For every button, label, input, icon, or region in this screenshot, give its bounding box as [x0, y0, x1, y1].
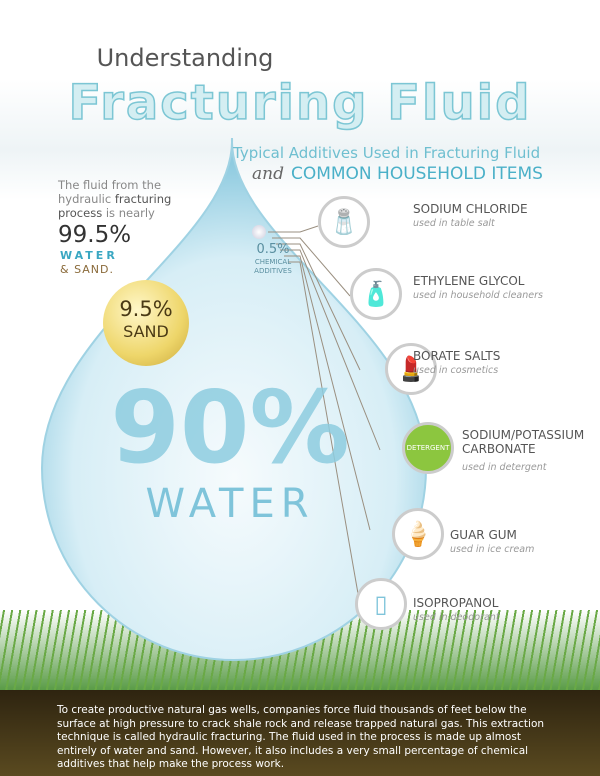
additive-item: 💄 BORATE SALTS used in cosmetics [385, 343, 600, 399]
lipstick-icon: 💄 [385, 343, 437, 395]
additive-name: ETHYLENE GLYCOL [413, 274, 525, 288]
additive-name: SODIUM CHLORIDE [413, 202, 528, 216]
sand-ball-label: SAND [123, 322, 169, 341]
additive-use: used in table salt [413, 218, 495, 229]
additive-item: ▯ ISOPROPANOL used in deodorant [355, 578, 600, 634]
chemical-label: CHEMICAL ADDITIVES [254, 258, 292, 275]
salt-shaker-icon: 🧂 [318, 196, 370, 248]
title-line2: Fracturing Fluid [68, 75, 532, 131]
subtitle-and: and [252, 164, 284, 184]
additive-item: 🧂 SODIUM CHLORIDE used in table salt [318, 196, 598, 252]
additive-item: DETERGENT SODIUM/POTASSIUM CARBONATE use… [402, 422, 600, 478]
water-sand-percent: 99.5% [58, 222, 132, 248]
sand-ball: 9.5% SAND [103, 280, 189, 366]
sky-background [0, 0, 600, 200]
subtitle-line1: Typical Additives Used in Fracturing Flu… [233, 144, 541, 162]
additive-use: used in deodorant [413, 612, 500, 623]
soil-footer [0, 690, 600, 776]
additive-use: used in detergent [462, 462, 547, 473]
intro-b: fracturing process [58, 192, 172, 220]
subtitle-line2: COMMON HOUSEHOLD ITEMS [290, 164, 543, 184]
intro-c: is nearly [102, 206, 155, 220]
chemical-percent: 0.5% [256, 242, 290, 257]
additive-item: 🍦 GUAR GUM used in ice cream [392, 508, 600, 564]
deodorant-icon: ▯ [355, 578, 407, 630]
connector-lines [268, 225, 381, 606]
additive-name: GUAR GUM [450, 528, 517, 542]
subtitle-line2-row: and COMMON HOUSEHOLD ITEMS [252, 163, 543, 185]
water-percent: 90% [110, 369, 350, 486]
title-line1: Understanding [96, 44, 274, 72]
water-big-label: WATER [145, 481, 315, 527]
additive-use: used in ice cream [450, 544, 535, 555]
additive-name: ISOPROPANOL [413, 596, 499, 610]
intro-text: The fluid from the hydraulic fracturing … [58, 178, 188, 220]
chemical-additives: 0.5% CHEMICAL ADDITIVES [248, 242, 298, 276]
additive-use: used in household cleaners [413, 290, 543, 301]
ice-cream-bar-icon: 🍦 [392, 508, 444, 560]
additive-use: used in cosmetics [413, 365, 499, 376]
additive-name: BORATE SALTS [413, 349, 501, 363]
additive-item: 🧴 ETHYLENE GLYCOL used in household clea… [350, 268, 600, 324]
sand-label: & SAND. [60, 263, 114, 276]
description-text: To create productive natural gas wells, … [57, 704, 545, 770]
detergent-box-icon: DETERGENT [402, 422, 454, 474]
water-drop [40, 137, 428, 661]
chemical-dot [252, 225, 266, 239]
sand-percent: 9.5% [119, 297, 173, 321]
intro-a: The fluid from the hydraulic [58, 178, 162, 206]
spray-bottle-icon: 🧴 [350, 268, 402, 320]
additive-name: SODIUM/POTASSIUM CARBONATE [462, 428, 585, 456]
water-label: WATER [60, 249, 118, 262]
